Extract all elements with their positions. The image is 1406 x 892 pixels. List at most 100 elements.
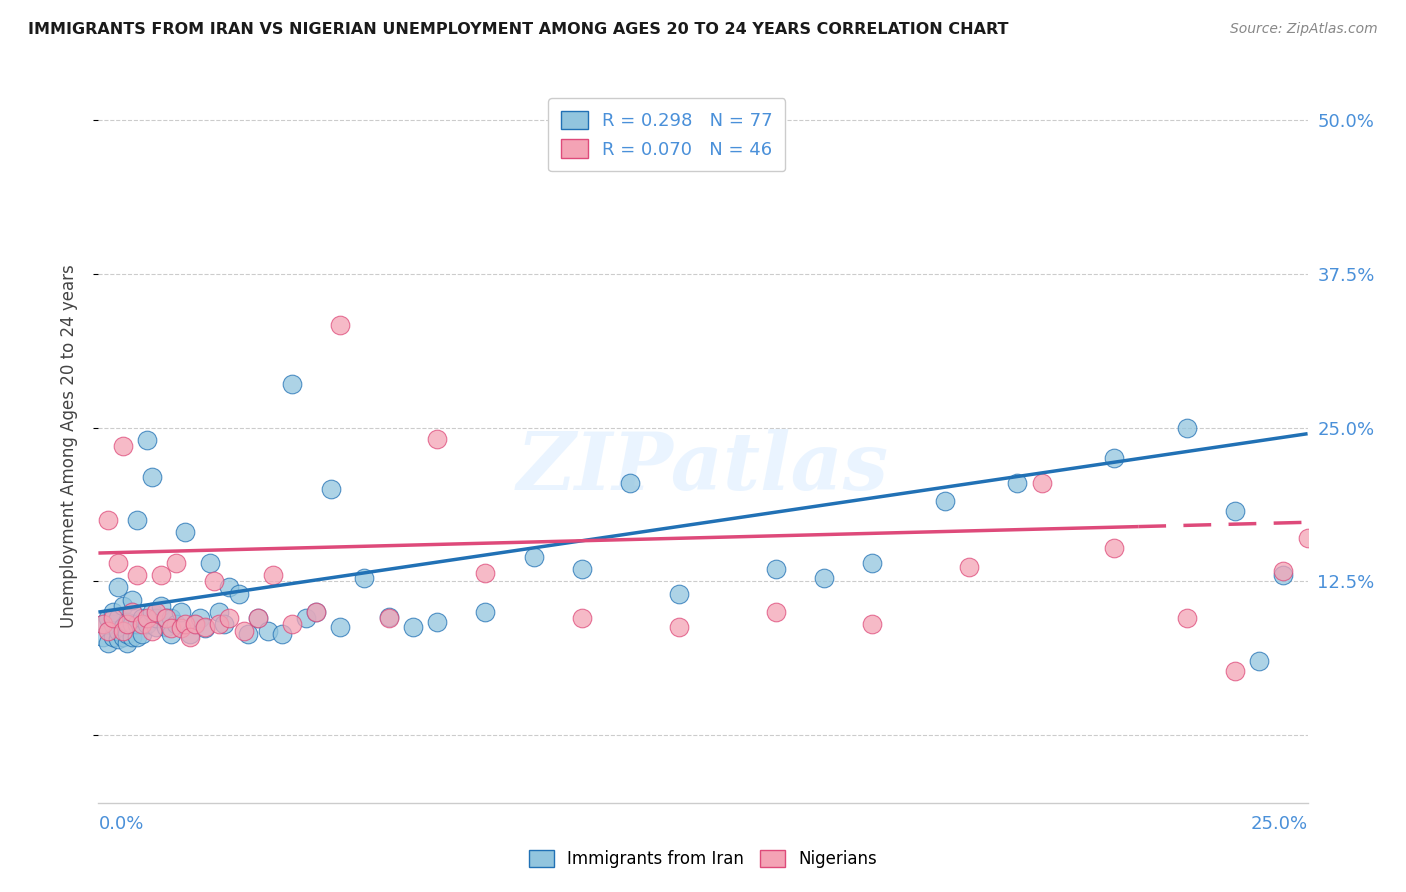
Point — [218, 581, 240, 595]
Point — [204, 574, 226, 589]
Point — [1249, 654, 1271, 668]
Text: Source: ZipAtlas.com: Source: ZipAtlas.com — [1230, 22, 1378, 37]
Legend: R = 0.298   N = 77, R = 0.070   N = 46: R = 0.298 N = 77, R = 0.070 N = 46 — [548, 98, 786, 171]
Point — [131, 617, 153, 632]
Point — [1007, 475, 1029, 490]
Point — [194, 621, 217, 635]
Point — [145, 605, 167, 619]
Point — [150, 568, 173, 582]
Point — [184, 617, 207, 632]
Point — [145, 620, 167, 634]
Point — [135, 611, 157, 625]
Point — [1272, 565, 1295, 579]
Point — [402, 620, 425, 634]
Point — [121, 605, 143, 619]
Point — [121, 617, 143, 632]
Point — [860, 617, 883, 632]
Point — [174, 617, 197, 632]
Point — [198, 556, 221, 570]
Point — [97, 624, 120, 638]
Text: IMMIGRANTS FROM IRAN VS NIGERIAN UNEMPLOYMENT AMONG AGES 20 TO 24 YEARS CORRELAT: IMMIGRANTS FROM IRAN VS NIGERIAN UNEMPLO… — [28, 22, 1008, 37]
Point — [165, 617, 187, 632]
Point — [121, 592, 143, 607]
Point — [271, 627, 294, 641]
Point — [101, 611, 124, 625]
Point — [934, 494, 956, 508]
Point — [97, 611, 120, 625]
Text: 0.0%: 0.0% — [98, 815, 143, 833]
Legend: Immigrants from Iran, Nigerians: Immigrants from Iran, Nigerians — [522, 843, 884, 875]
Point — [127, 617, 149, 632]
Point — [179, 630, 201, 644]
Point — [212, 617, 235, 632]
Point — [426, 615, 449, 629]
Point — [571, 611, 593, 625]
Point — [101, 630, 124, 644]
Point — [107, 624, 129, 638]
Point — [127, 568, 149, 582]
Point — [813, 571, 835, 585]
Point — [121, 605, 143, 619]
Point — [135, 433, 157, 447]
Point — [1296, 531, 1319, 545]
Text: 25.0%: 25.0% — [1250, 815, 1308, 833]
Point — [141, 624, 163, 638]
Point — [117, 617, 139, 632]
Point — [160, 611, 183, 625]
Point — [329, 318, 352, 333]
Point — [218, 611, 240, 625]
Point — [111, 620, 134, 634]
Point — [117, 627, 139, 641]
Point — [165, 556, 187, 570]
Point — [169, 621, 191, 635]
Point — [474, 605, 496, 619]
Point — [111, 599, 134, 613]
Point — [377, 610, 399, 624]
Point — [121, 630, 143, 644]
Point — [281, 377, 304, 392]
Point — [377, 611, 399, 625]
Point — [208, 605, 231, 619]
Point — [91, 617, 114, 632]
Point — [107, 632, 129, 647]
Point — [1175, 611, 1198, 625]
Point — [426, 432, 449, 446]
Point — [523, 549, 546, 564]
Point — [1272, 568, 1295, 582]
Point — [127, 630, 149, 644]
Point — [160, 621, 183, 635]
Point — [474, 566, 496, 580]
Point — [117, 615, 139, 629]
Point — [107, 581, 129, 595]
Point — [1102, 541, 1125, 555]
Point — [228, 587, 250, 601]
Point — [256, 624, 278, 638]
Point — [188, 611, 211, 625]
Point — [353, 571, 375, 585]
Point — [141, 469, 163, 483]
Point — [160, 627, 183, 641]
Point — [111, 630, 134, 644]
Point — [247, 611, 270, 625]
Point — [97, 636, 120, 650]
Point — [155, 611, 177, 625]
Point — [111, 624, 134, 638]
Point — [135, 617, 157, 632]
Point — [107, 611, 129, 625]
Point — [91, 630, 114, 644]
Point — [329, 620, 352, 634]
Point — [305, 605, 328, 619]
Point — [179, 627, 201, 641]
Point — [111, 439, 134, 453]
Point — [155, 611, 177, 625]
Point — [131, 611, 153, 625]
Point — [247, 611, 270, 625]
Point — [174, 525, 197, 540]
Point — [91, 617, 114, 632]
Point — [1031, 475, 1053, 490]
Y-axis label: Unemployment Among Ages 20 to 24 years: Unemployment Among Ages 20 to 24 years — [59, 264, 77, 628]
Point — [668, 587, 690, 601]
Point — [619, 475, 641, 490]
Point — [208, 617, 231, 632]
Point — [319, 482, 342, 496]
